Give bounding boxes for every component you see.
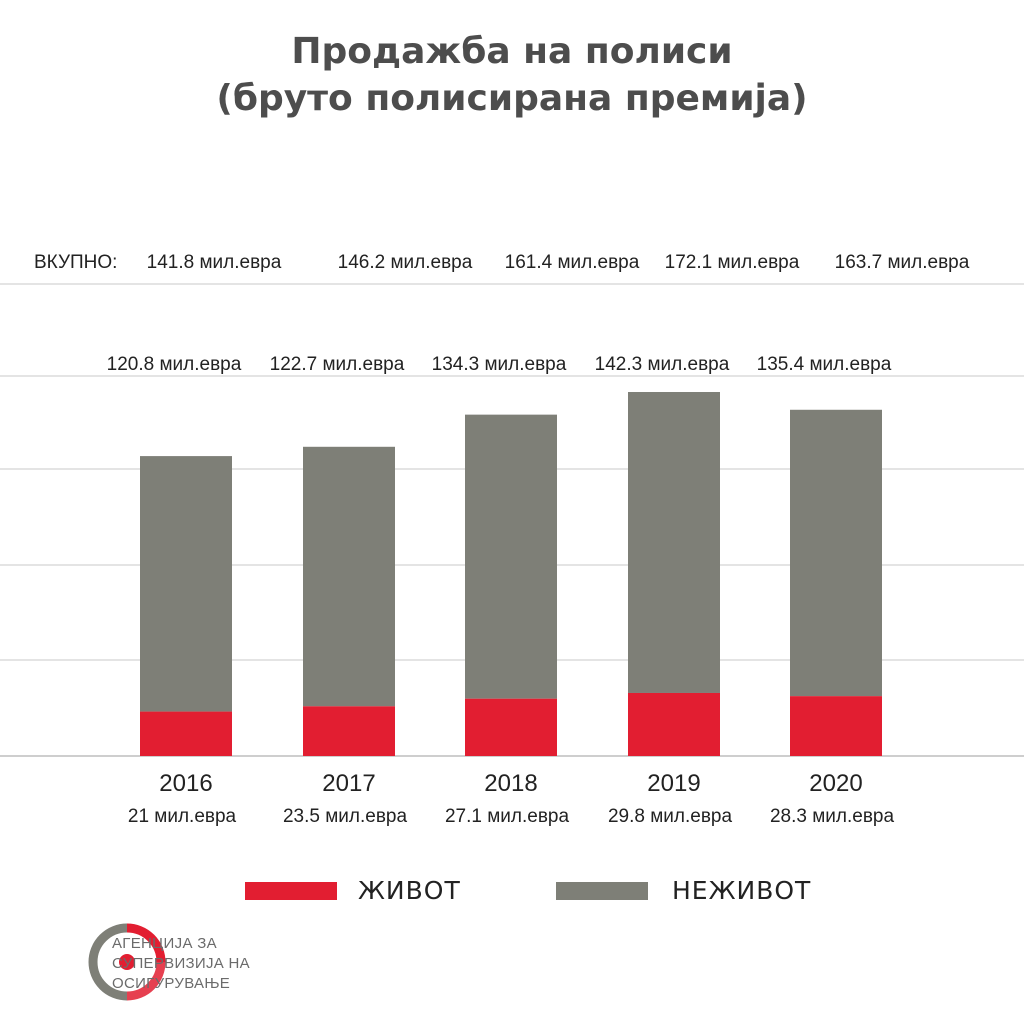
life-value-label-2018: 27.1 мил.евра	[445, 806, 570, 827]
life-value-label-2020: 28.3 мил.евра	[770, 806, 895, 827]
nonlife-value-label-2020: 135.4 мил.евра	[757, 354, 892, 375]
title-line-1: Продажба на полиси	[291, 31, 733, 72]
legend-swatch-nonlife	[556, 882, 648, 900]
total-value-label-2018: 161.4 мил.евра	[505, 252, 640, 273]
bar-nonlife-2018	[465, 414, 557, 699]
bar-nonlife-2019	[628, 392, 720, 693]
x-tick-label-2019: 2019	[647, 770, 700, 797]
total-value-label-2020: 163.7 мил.евра	[835, 252, 970, 273]
total-prefix-label: ВКУПНО:	[34, 252, 117, 273]
nonlife-value-label-2017: 122.7 мил.евра	[270, 354, 405, 375]
nonlife-value-label-2018: 134.3 мил.евра	[432, 354, 567, 375]
legend-swatch-life	[245, 882, 337, 900]
life-value-label-2016: 21 мил.евра	[128, 806, 237, 827]
x-tick-label-2017: 2017	[322, 770, 375, 797]
chart-canvas: 2016 21 мил.евра 120.8 мил.евра 141.8 мил.е…	[0, 252, 1024, 827]
logo-line-1: АГЕНЦИЈА ЗА	[112, 935, 217, 952]
agency-logo-text: АГЕНЦИЈА ЗА СУПЕРВИЗИЈА НА ОСИГУРУВАЊЕ	[112, 934, 250, 994]
x-tick-label-2018: 2018	[484, 770, 537, 797]
nonlife-value-label-2019: 142.3 мил.евра	[595, 354, 730, 375]
total-value-label-2016: 141.8 мил.евра	[147, 252, 282, 273]
legend-label-life: ЖИВОТ	[358, 876, 461, 905]
x-tick-label-2016: 2016	[159, 770, 212, 797]
bar-life-2018	[465, 698, 557, 756]
bar-life-2020	[790, 696, 882, 756]
agency-logo-icon	[88, 923, 166, 1001]
total-value-label-2019: 172.1 мил.евра	[665, 252, 800, 273]
bar-life-2019	[628, 692, 720, 756]
life-value-label-2017: 23.5 мил.евра	[283, 806, 408, 827]
logo-line-2: СУПЕРВИЗИЈА НА	[112, 955, 250, 972]
bar-nonlife-2020	[790, 409, 882, 697]
logo-line-3: ОСИГУРУВАЊЕ	[112, 975, 231, 992]
bar-nonlife-2017	[303, 446, 395, 707]
legend-label-nonlife: НЕЖИВОТ	[672, 876, 812, 905]
legend: ЖИВОТ НЕЖИВОТ	[0, 876, 1024, 906]
chart-title: Продажба на полиси (бруто полисирана пре…	[0, 28, 1024, 122]
life-value-label-2019: 29.8 мил.евра	[608, 806, 733, 827]
total-value-label-2017: 146.2 мил.евра	[338, 252, 473, 273]
bar-life-2016	[140, 711, 232, 756]
bar-nonlife-2016	[140, 456, 232, 712]
nonlife-value-label-2016: 120.8 мил.евра	[107, 354, 242, 375]
title-line-2: (бруто полисирана премија)	[216, 78, 808, 119]
x-tick-label-2020: 2020	[809, 770, 862, 797]
bar-life-2017	[303, 706, 395, 756]
